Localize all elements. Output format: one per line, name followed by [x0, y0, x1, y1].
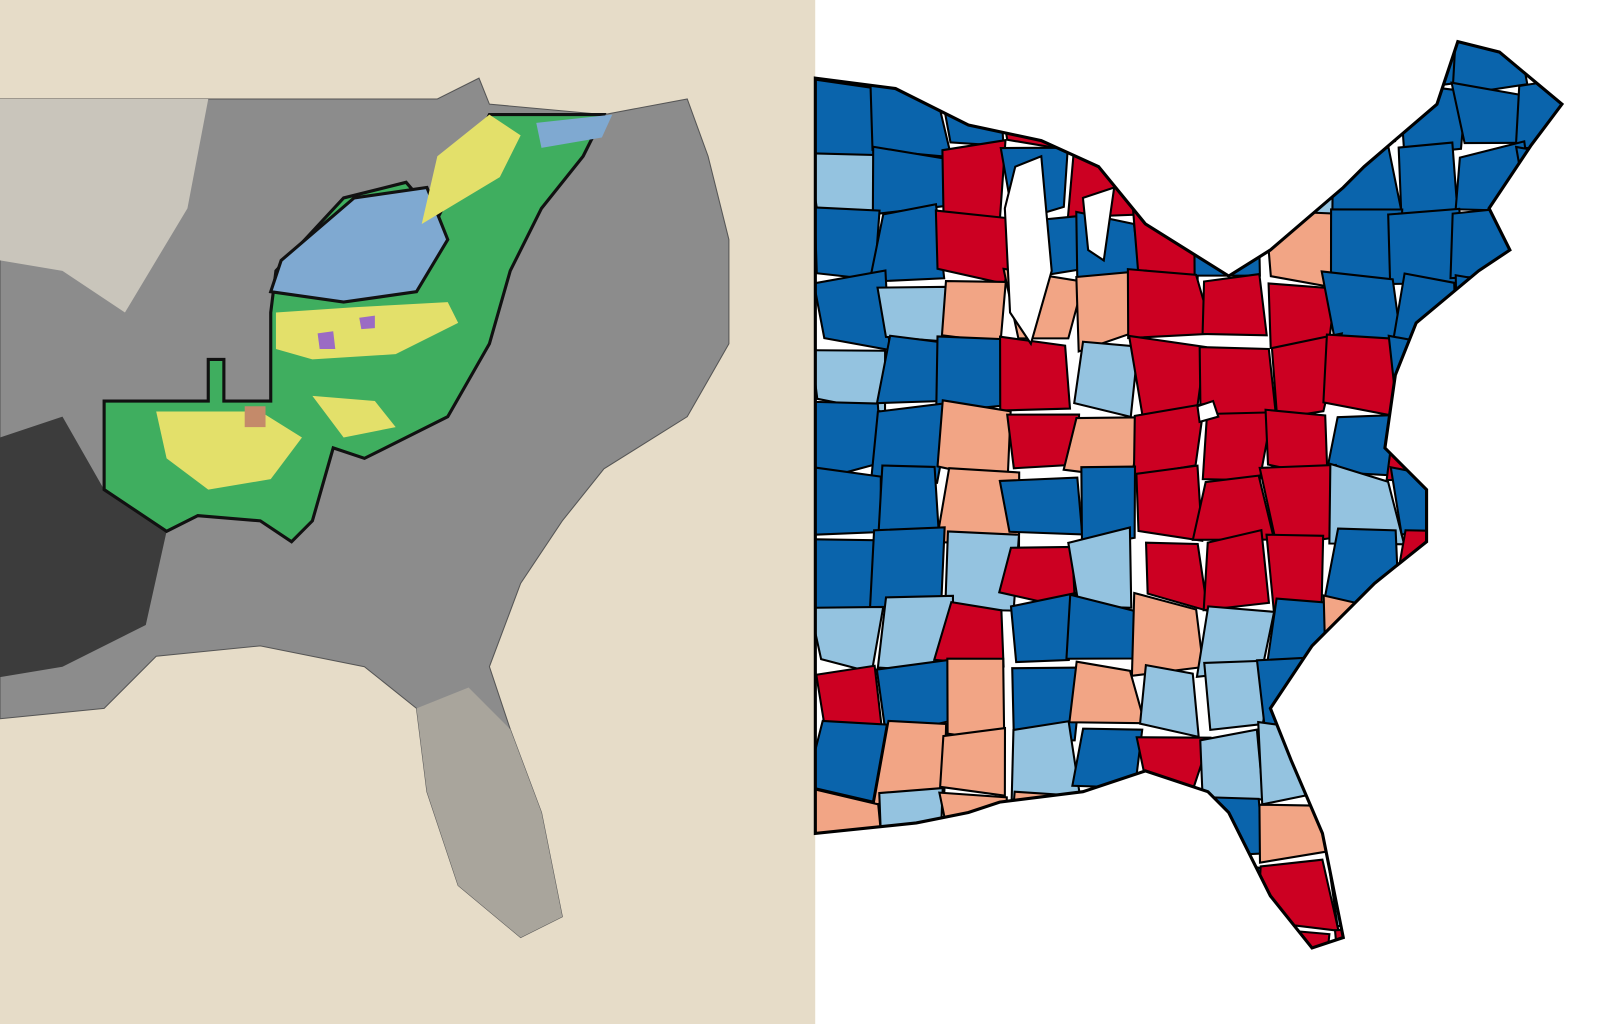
yellow-region — [421, 114, 521, 224]
district — [870, 401, 954, 484]
district — [1135, 464, 1204, 542]
district — [872, 719, 948, 807]
purple-patch — [317, 331, 336, 349]
district — [876, 285, 950, 343]
district — [815, 466, 882, 536]
district — [1202, 528, 1271, 612]
district — [941, 138, 1007, 221]
district — [815, 206, 881, 281]
yellow-region — [156, 411, 302, 490]
us-outline — [813, 39, 1565, 950]
district — [998, 476, 1084, 536]
purple-patch — [359, 315, 375, 330]
district — [1010, 720, 1082, 801]
district — [1127, 334, 1207, 418]
blue-region — [536, 114, 613, 148]
district — [1009, 591, 1077, 664]
district — [1080, 465, 1137, 549]
district — [999, 335, 1072, 412]
gray-land — [0, 77, 730, 939]
lake — [1196, 399, 1220, 424]
district — [1067, 526, 1133, 609]
dark-land — [0, 416, 167, 678]
brown-patch — [244, 406, 266, 428]
lake — [1003, 154, 1053, 347]
florida — [416, 687, 563, 938]
district — [939, 726, 1007, 797]
light-land — [0, 98, 209, 313]
district — [815, 269, 891, 352]
lake — [1081, 185, 1116, 263]
district — [940, 280, 1007, 344]
yellow-region — [312, 395, 396, 438]
district — [1201, 272, 1268, 337]
district — [1073, 340, 1140, 419]
district — [1138, 663, 1200, 739]
district — [868, 202, 946, 283]
